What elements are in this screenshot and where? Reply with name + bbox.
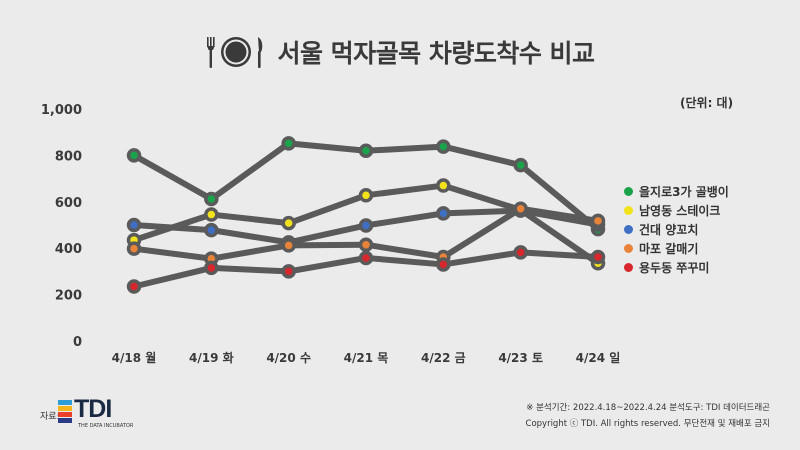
y-tick-label: 1,000: [41, 103, 82, 118]
logo-bar: [58, 412, 72, 417]
x-tick-label: 4/22 금: [421, 351, 466, 365]
data-point: [204, 207, 219, 222]
x-tick-label: 4/18 월: [112, 350, 157, 365]
legend-label: 남영동 스테이크: [639, 203, 721, 218]
title-block: 서울 먹자골목 차량도착수 비교: [0, 30, 800, 74]
unit-label: (단위: 대): [680, 96, 734, 110]
legend-item: 남영동 스테이크: [624, 201, 729, 219]
data-point: [513, 245, 528, 260]
legend-label: 을지로3가 골뱅이: [639, 184, 729, 199]
legend-item: 건대 양꼬치: [624, 220, 729, 238]
data-point: [358, 188, 374, 203]
data-point: [436, 139, 451, 154]
y-tick-label: 600: [55, 196, 82, 211]
legend-swatch: [624, 243, 633, 253]
data-point: [590, 213, 606, 229]
legend-swatch: [624, 186, 633, 196]
series-points: [126, 136, 606, 294]
data-point: [281, 215, 296, 231]
y-tick-label: 400: [55, 242, 82, 257]
data-point: [436, 178, 451, 193]
legend-swatch: [624, 205, 633, 215]
data-point: [358, 237, 374, 252]
data-point: [513, 157, 528, 173]
legend-label: 건대 양꼬치: [639, 222, 699, 237]
y-tick-label: 0: [73, 335, 82, 350]
data-point: [358, 250, 374, 266]
legend-label: 마포 갈매기: [639, 241, 699, 256]
analysis-info: ※ 분석기간: 2022.4.18~2022.4.24 분석도구: TDI 데이…: [526, 403, 770, 413]
data-point: [126, 279, 142, 294]
legend-swatch: [624, 224, 633, 234]
logo-bar: [58, 400, 72, 405]
data-point: [436, 206, 451, 221]
legend-item: 을지로3가 골뱅이: [624, 182, 729, 200]
x-axis: 4/18 월 4/19 화 4/20 수 4/21 목 4/22 금 4/23 토 4/24…: [112, 350, 621, 365]
y-tick-label: 200: [55, 289, 82, 304]
legend-item: 마포 갈매기: [624, 239, 729, 257]
data-point: [358, 218, 374, 233]
logo-text: TDI: [74, 395, 112, 423]
x-tick-label: 4/19 화: [189, 350, 234, 365]
tdi-logo: TDI THE DATA INCUBATOR: [58, 395, 158, 432]
legend-swatch: [624, 262, 633, 272]
data-point: [281, 238, 296, 253]
x-tick-label: 4/23 토: [498, 351, 543, 365]
data-point: [126, 148, 142, 163]
logo-tagline: THE DATA INCUBATOR: [78, 423, 134, 429]
data-point: [436, 257, 451, 272]
x-tick-label: 4/24 일: [576, 351, 621, 365]
source-label: 자료:: [40, 412, 60, 422]
y-tick-label: 800: [55, 149, 82, 164]
data-point: [204, 191, 219, 207]
data-point: [126, 217, 142, 233]
x-tick-label: 4/20 수: [266, 351, 311, 365]
chart-title: 서울 먹자골목 차량도착수 비교: [277, 39, 595, 68]
logo-bar: [58, 418, 72, 423]
y-axis: 0 200 400 600 800 1,000: [41, 103, 82, 350]
legend-label: 용두동 쭈꾸미: [639, 260, 710, 275]
logo-mark: [58, 400, 72, 423]
data-point: [358, 143, 374, 159]
data-point: [590, 249, 606, 265]
footer: ※ 분석기간: 2022.4.18~2022.4.24 분석도구: TDI 데이…: [526, 400, 770, 432]
data-point: [281, 136, 296, 151]
plate-fork-knife-icon: [207, 37, 263, 68]
data-point: [204, 260, 219, 276]
legend-item: 용두동 쭈꾸미: [624, 258, 729, 276]
logo-bar: [58, 406, 72, 411]
copyright: Copyright ⓒ TDI. All rights reserved. 무단…: [525, 419, 770, 429]
data-point: [126, 241, 142, 256]
data-point: [513, 201, 528, 217]
data-point: [204, 222, 219, 238]
x-tick-label: 4/21 목: [344, 351, 389, 365]
data-point: [281, 264, 296, 279]
